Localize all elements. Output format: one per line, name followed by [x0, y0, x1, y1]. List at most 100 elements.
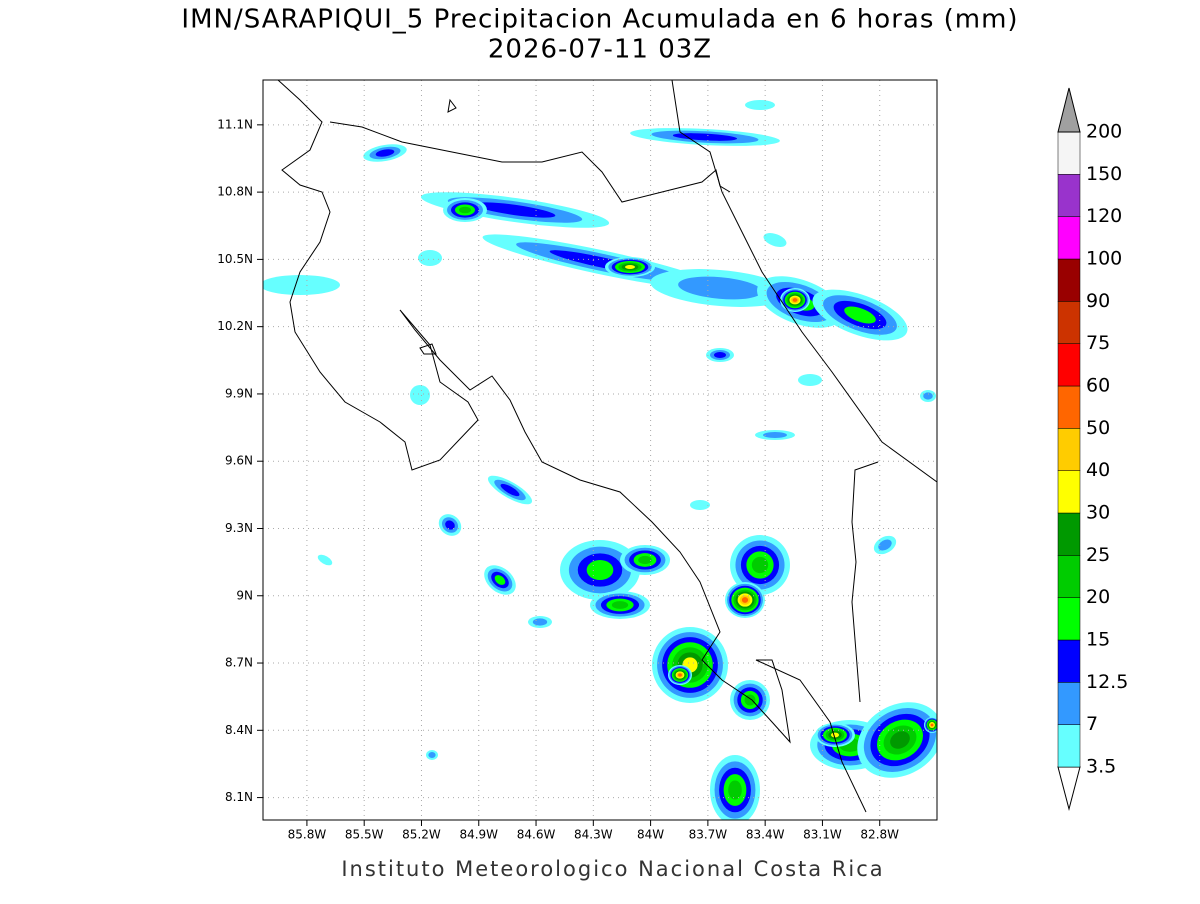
colorbar-segment [1057, 428, 1081, 471]
title: IMN/SARAPIQUI_5 Precipitacion Acumulada … [181, 5, 1018, 35]
colorbar-label: 25 [1086, 544, 1110, 566]
lat-tick-label: 10.8N [217, 185, 253, 199]
lat-tick-label: 8.7N [225, 656, 253, 670]
grid: 8.1N 8.4N 8.7N 9N 9.3N 9.6N 9.9N 10.2N 10.5N 10.8… [217, 80, 937, 842]
colorbar-label: 50 [1086, 417, 1110, 439]
lat-tick-label: 9.9N [225, 386, 253, 400]
precip-area [317, 554, 333, 566]
lon-tick-label: 85.5W [345, 828, 384, 842]
colorbar-segment [1057, 131, 1081, 175]
colorbar-label: 40 [1086, 459, 1110, 481]
precip-area [741, 597, 749, 603]
precip-area [418, 250, 442, 266]
colorbar-label: 75 [1086, 332, 1110, 354]
precip-area [763, 233, 787, 247]
colorbar: 3.5 7 12.5 15 20 25 30 40 50 60 75 90 100 120 150 200 [1057, 87, 1128, 811]
precip-area [445, 520, 455, 530]
map-frame [262, 79, 938, 821]
lat-tick-label: 10.2N [217, 319, 253, 333]
colorbar-label: 3.5 [1086, 756, 1116, 778]
colorbar-segment [1057, 174, 1081, 217]
precip-area [428, 752, 436, 758]
colorbar-segment [1057, 512, 1081, 556]
lat-tick-label: 9N [236, 588, 253, 602]
border-nicaragua [329, 121, 731, 203]
colorbar-segment [1057, 555, 1081, 598]
colorbar-label: 90 [1086, 290, 1110, 312]
caribbean-coast [671, 80, 937, 483]
precip-area [459, 206, 471, 214]
colorbar-label: 150 [1086, 163, 1122, 185]
lat-tick-label: 11.1N [217, 117, 253, 131]
colorbar-segment [1057, 639, 1081, 683]
precip-area [638, 555, 652, 565]
precipitation-field [263, 100, 937, 820]
colorbar-label: 200 [1086, 121, 1122, 143]
lon-tick-label: 85.2W [402, 828, 441, 842]
colorbar-label: 12.5 [1086, 671, 1128, 693]
precip-area [792, 298, 798, 302]
precip-area [690, 500, 710, 510]
lon-tick-label: 82.8W [860, 828, 899, 842]
colorbar-label: 100 [1086, 248, 1122, 270]
lat-tick-label: 8.1N [225, 790, 253, 804]
precip-area [831, 732, 839, 738]
precip-area [586, 560, 614, 580]
border-panama [851, 461, 879, 703]
precip-area [751, 556, 769, 574]
footer: Instituto Meteorologico Nacional Costa R… [341, 857, 884, 881]
colorbar-label: 120 [1086, 205, 1122, 227]
precip-area [375, 149, 395, 157]
colorbar-top-arrow [1057, 87, 1081, 133]
precip-area [474, 202, 556, 218]
lon-tick-label: 84.3W [574, 828, 613, 842]
precip-area [672, 133, 738, 141]
colorbar-segment [1057, 597, 1081, 641]
lon-tick-label: 83.7W [689, 828, 728, 842]
islands [419, 98, 457, 355]
precip-area [532, 618, 548, 626]
colorbar-label: 20 [1086, 586, 1110, 608]
precip-area [500, 483, 520, 497]
lon-tick-label: 84W [637, 828, 664, 842]
precip-area [745, 100, 775, 110]
colorbar-segment [1057, 258, 1081, 302]
colorbar-segment [1057, 470, 1081, 514]
colorbar-segment [1057, 724, 1081, 768]
precip-area [714, 352, 726, 358]
lon-tick-label: 84.6W [517, 828, 556, 842]
colorbar-label: 7 [1086, 713, 1098, 735]
precip-area [763, 432, 787, 438]
subtitle: 2026-07-11 03Z [488, 35, 712, 65]
precip-area [410, 385, 430, 405]
precip-area [611, 601, 629, 609]
lat-tick-label: 9.3N [225, 521, 253, 535]
colorbar-segment [1057, 385, 1081, 429]
precip-area [263, 275, 340, 295]
precip-area [728, 780, 742, 800]
colorbar-label: 60 [1086, 375, 1110, 397]
colorbar-label: 15 [1086, 629, 1110, 651]
precip-area [890, 731, 910, 749]
colorbar-segment [1057, 301, 1081, 344]
colorbar-segment [1057, 216, 1081, 260]
coastlines [277, 80, 937, 813]
pacific-coast [277, 80, 867, 813]
colorbar-segment [1057, 682, 1081, 725]
precip-area [923, 392, 933, 400]
colorbar-bottom-arrow [1057, 766, 1081, 811]
lon-tick-label: 83.4W [746, 828, 785, 842]
precip-area [844, 306, 876, 324]
lon-tick-label: 83.1W [803, 828, 842, 842]
precip-area [878, 539, 892, 551]
lon-tick-label: 85.8W [288, 828, 327, 842]
precip-area [678, 673, 682, 677]
lat-tick-label: 10.5N [217, 252, 253, 266]
precip-area [494, 575, 506, 585]
precip-area [625, 265, 635, 269]
lat-tick-label: 8.4N [225, 723, 253, 737]
lon-tick-label: 84.9W [459, 828, 498, 842]
precip-area [678, 276, 762, 300]
colorbar-segment [1057, 343, 1081, 387]
